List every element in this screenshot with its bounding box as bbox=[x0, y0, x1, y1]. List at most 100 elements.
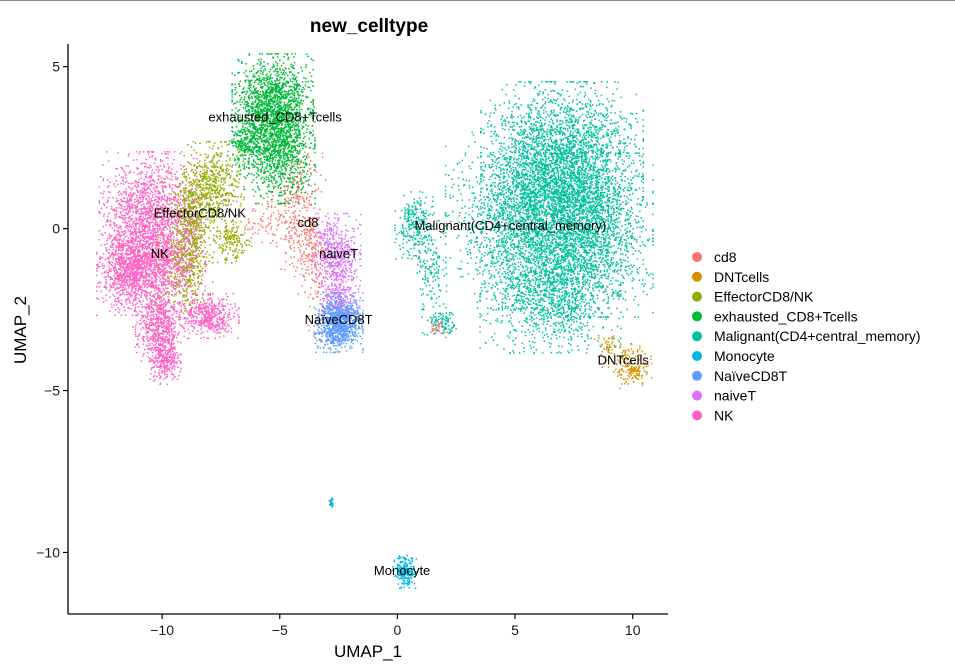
point bbox=[199, 282, 202, 285]
point bbox=[268, 223, 270, 225]
point bbox=[197, 225, 199, 228]
point bbox=[188, 191, 190, 193]
point bbox=[186, 266, 188, 268]
point bbox=[230, 231, 233, 233]
point bbox=[304, 159, 306, 161]
point bbox=[256, 155, 258, 157]
point bbox=[201, 273, 204, 276]
point bbox=[168, 235, 170, 237]
point bbox=[244, 127, 246, 129]
point bbox=[313, 223, 315, 225]
point bbox=[191, 237, 194, 240]
point bbox=[192, 183, 195, 185]
point bbox=[292, 157, 294, 159]
point bbox=[251, 228, 254, 230]
point bbox=[259, 69, 261, 72]
point bbox=[258, 135, 260, 138]
point bbox=[294, 217, 296, 219]
point bbox=[199, 216, 201, 219]
point bbox=[248, 98, 251, 100]
point bbox=[238, 140, 241, 142]
point bbox=[306, 157, 308, 159]
point bbox=[265, 178, 267, 181]
point bbox=[440, 321, 442, 324]
point bbox=[305, 131, 308, 133]
point bbox=[314, 255, 316, 257]
point bbox=[275, 85, 277, 88]
point bbox=[304, 151, 306, 153]
point bbox=[286, 142, 288, 144]
point bbox=[230, 184, 232, 186]
point bbox=[289, 115, 291, 117]
point bbox=[213, 216, 215, 219]
point bbox=[247, 163, 250, 165]
point bbox=[268, 99, 270, 101]
point bbox=[188, 257, 191, 260]
point bbox=[267, 88, 269, 91]
point bbox=[326, 273, 329, 275]
point bbox=[631, 359, 633, 362]
point bbox=[278, 137, 281, 139]
point bbox=[183, 198, 185, 201]
point bbox=[249, 130, 251, 133]
point bbox=[234, 102, 237, 104]
point bbox=[277, 102, 279, 104]
point bbox=[314, 224, 316, 226]
point bbox=[229, 235, 231, 237]
point bbox=[177, 214, 180, 216]
point bbox=[283, 78, 285, 81]
point bbox=[244, 142, 247, 145]
point bbox=[197, 184, 200, 186]
point bbox=[646, 373, 648, 376]
point bbox=[243, 186, 245, 188]
point bbox=[265, 142, 267, 144]
point bbox=[618, 361, 620, 363]
point bbox=[647, 364, 649, 366]
point bbox=[241, 245, 243, 248]
point bbox=[113, 183, 115, 185]
point bbox=[246, 101, 248, 103]
point bbox=[201, 203, 203, 206]
point bbox=[604, 342, 607, 344]
point bbox=[205, 256, 208, 259]
point bbox=[302, 169, 304, 172]
point bbox=[290, 89, 292, 91]
point bbox=[199, 301, 202, 303]
point bbox=[248, 150, 251, 152]
point bbox=[227, 238, 229, 241]
point bbox=[192, 202, 194, 204]
point bbox=[640, 375, 643, 377]
point bbox=[207, 187, 209, 190]
point bbox=[256, 158, 259, 161]
point bbox=[192, 242, 194, 244]
point bbox=[192, 259, 195, 262]
point bbox=[248, 94, 250, 97]
point bbox=[191, 211, 194, 214]
point bbox=[280, 181, 283, 183]
point bbox=[189, 206, 191, 208]
point bbox=[241, 62, 243, 65]
point bbox=[307, 269, 310, 271]
point bbox=[250, 114, 252, 116]
point bbox=[287, 142, 289, 144]
point bbox=[167, 275, 169, 278]
point bbox=[278, 147, 280, 149]
point bbox=[303, 228, 306, 231]
point bbox=[274, 105, 276, 107]
point bbox=[256, 103, 258, 105]
point bbox=[279, 102, 281, 105]
point bbox=[211, 171, 214, 174]
point bbox=[198, 186, 201, 188]
point bbox=[229, 165, 231, 167]
point bbox=[299, 103, 301, 105]
point bbox=[213, 239, 215, 242]
point bbox=[200, 175, 202, 177]
point bbox=[283, 56, 285, 58]
point bbox=[248, 167, 251, 169]
point bbox=[298, 202, 300, 205]
point bbox=[209, 204, 212, 206]
point bbox=[264, 95, 266, 97]
point bbox=[177, 227, 179, 229]
point bbox=[177, 194, 179, 196]
point bbox=[292, 77, 295, 80]
